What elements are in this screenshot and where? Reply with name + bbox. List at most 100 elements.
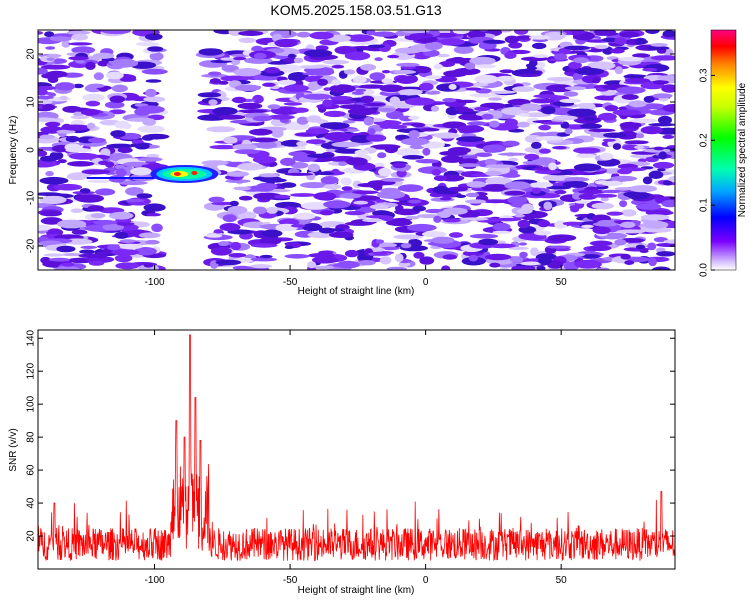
heatmap-blob: [431, 236, 455, 244]
heatmap-blob: [621, 144, 641, 151]
heatmap-blob: [538, 124, 551, 131]
heatmap-blob: [442, 98, 457, 103]
heatmap-blob: [465, 192, 480, 198]
heatmap-blob: [288, 151, 307, 157]
heatmap-blob: [469, 56, 496, 66]
heatmap-blob: [650, 55, 675, 61]
heatmap-blob: [209, 78, 221, 84]
heatmap-blob: [652, 266, 671, 270]
heatmap-blob: [68, 42, 93, 46]
heatmap-blob: [456, 99, 477, 104]
heatmap-blob: [46, 53, 61, 59]
heatmap-blob: [327, 99, 358, 105]
heatmap-blob: [507, 98, 531, 106]
heatmap-blob: [530, 247, 539, 256]
heatmap-blob: [331, 141, 361, 148]
heatmap-blob: [648, 257, 657, 267]
heatmap-blob: [377, 107, 396, 112]
heatmap-blob: [441, 265, 451, 270]
heatmap-blob: [39, 240, 62, 245]
heatmap-blob: [87, 83, 105, 89]
heatmap-blob: [442, 254, 458, 260]
heatmap-blob: [73, 83, 84, 89]
heatmap-blob: [381, 70, 391, 74]
heatmap-blob: [546, 185, 572, 190]
heatmap-blob: [232, 143, 258, 151]
heatmap-blob: [576, 102, 594, 109]
heatmap-blob: [661, 84, 675, 93]
heatmap-blob: [406, 223, 437, 232]
heatmap-blob: [484, 158, 497, 166]
heatmap-blob: [507, 196, 528, 205]
heatmap-blob: [574, 200, 591, 204]
heatmap-blob: [398, 89, 423, 96]
heatmap-blob: [458, 217, 489, 221]
heatmap-blob: [442, 150, 468, 156]
heatmap-blob: [438, 38, 466, 46]
heatmap-blob: [114, 120, 130, 129]
heatmap-blob: [372, 31, 396, 37]
heatmap-blob: [220, 57, 234, 61]
heatmap-blob: [252, 115, 273, 122]
heatmap-blob: [381, 215, 394, 222]
heatmap-blob: [453, 45, 474, 54]
heatmap-blob: [39, 176, 69, 185]
heatmap-blob: [489, 90, 516, 94]
heatmap-blob: [400, 137, 430, 146]
heatmap-blob: [280, 157, 296, 166]
heatmap-blob: [614, 239, 627, 246]
heatmap-blob: [237, 102, 263, 110]
heatmap-blob: [48, 257, 71, 262]
heatmap-blob: [256, 141, 277, 149]
heatmap-blob: [531, 187, 542, 194]
heatmap-blob: [228, 30, 243, 37]
heatmap-blob: [518, 113, 530, 117]
heatmap-blob: [151, 223, 163, 233]
heatmap-blob: [259, 178, 287, 183]
heatmap-blob: [379, 256, 392, 265]
heatmap-blob: [114, 254, 133, 263]
heatmap-blob: [520, 261, 542, 266]
heatmap-blob: [130, 167, 152, 176]
heatmap-blob: [250, 243, 278, 248]
heatmap-blob: [534, 169, 562, 175]
heatmap-blob: [45, 46, 56, 50]
heatmap-blob: [524, 153, 540, 161]
heatmap-blob: [237, 109, 268, 114]
heatmap-blob: [220, 75, 250, 82]
heatmap-blob: [56, 219, 87, 229]
heatmap-blob: [536, 61, 546, 69]
heatmap-blob: [604, 105, 619, 112]
heatmap-blob: [38, 204, 49, 208]
heatmap-blob: [119, 239, 136, 244]
heatmap-blob: [39, 195, 67, 205]
heatmap-blob: [582, 254, 601, 259]
heatmap-blob: [136, 193, 153, 199]
heatmap-blob: [85, 100, 101, 107]
heatmap-blob: [208, 71, 222, 76]
heatmap-blob: [102, 223, 124, 231]
heatmap-blob: [433, 63, 443, 70]
heatmap-blob: [354, 149, 370, 156]
heatmap-blob: [422, 147, 431, 156]
heatmap-blob: [562, 221, 583, 226]
heatmap-blob: [578, 193, 598, 200]
heatmap-blob: [277, 79, 297, 85]
heatmap-blob: [621, 94, 639, 100]
figure-title: KOM5.2025.158.03.51.G13: [270, 2, 441, 18]
heatmap-blob: [291, 107, 309, 113]
heatmap-blob: [38, 224, 52, 231]
heatmap-blob: [283, 102, 303, 106]
heatmap-blob: [601, 189, 621, 194]
heatmap-blob: [369, 204, 390, 210]
heatmap-blob: [351, 91, 365, 95]
heatmap-blob: [553, 53, 568, 61]
heatmap-blob: [648, 123, 675, 127]
heatmap-blob: [375, 239, 385, 244]
heatmap-blob: [47, 76, 59, 83]
heatmap-blob: [61, 262, 75, 267]
heatmap-blob: [267, 114, 295, 120]
heatmap-blob: [433, 132, 460, 139]
heatmap-blob: [90, 213, 106, 219]
heatmap-blob: [79, 188, 91, 194]
